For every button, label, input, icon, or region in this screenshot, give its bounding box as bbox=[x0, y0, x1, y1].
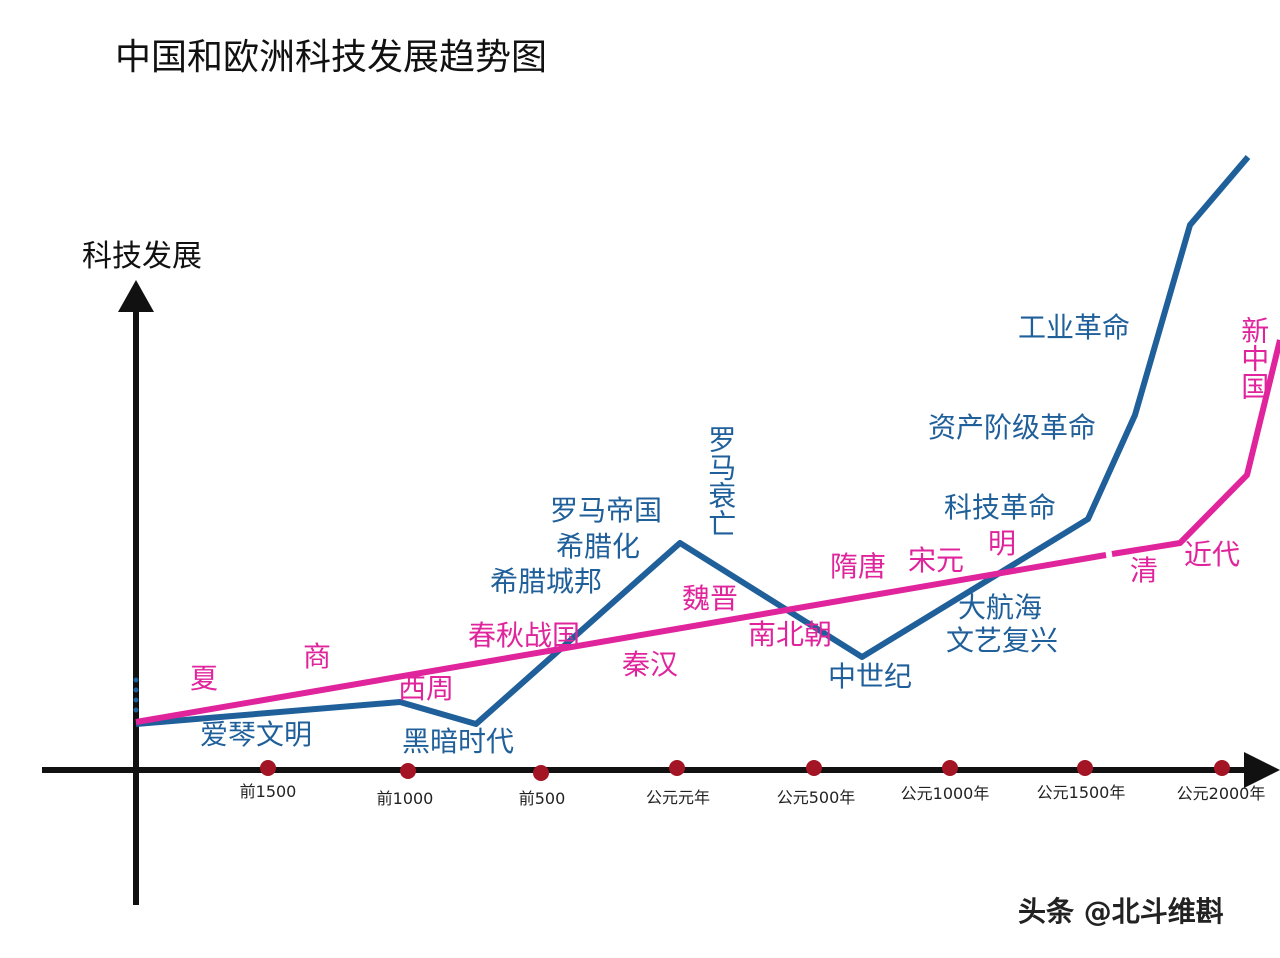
china-label: 明 bbox=[988, 527, 1017, 560]
europe-label: 文艺复兴 bbox=[946, 624, 1059, 657]
china-label: 新中国 bbox=[1237, 316, 1271, 400]
time-label: 公元元年 bbox=[645, 788, 711, 807]
time-label: 公元1500年 bbox=[1036, 783, 1126, 802]
europe-label: 罗马衰亡 bbox=[704, 425, 738, 537]
china-line bbox=[135, 552, 1107, 725]
europe-label: 科技革命 bbox=[944, 491, 1057, 524]
china-label: 西周 bbox=[398, 672, 455, 705]
y-axis-label: 科技发展 bbox=[82, 239, 202, 274]
time-label: 前1500 bbox=[239, 782, 297, 801]
x-arrow bbox=[1244, 752, 1280, 788]
time-label: 前1000 bbox=[376, 789, 434, 808]
europe-line bbox=[135, 155, 1251, 727]
china-label: 春秋战国 bbox=[468, 619, 581, 652]
europe-label: 工业革命 bbox=[1018, 311, 1131, 344]
china-label: 清 bbox=[1130, 554, 1159, 587]
europe-label: 罗马帝国 bbox=[550, 494, 663, 527]
europe-label: 中世纪 bbox=[828, 660, 913, 693]
china-label: 宋元 bbox=[908, 544, 965, 577]
china-line bbox=[1111, 339, 1280, 557]
china-label: 秦汉 bbox=[622, 648, 679, 681]
china-label: 商 bbox=[303, 640, 332, 673]
china-label: 近代 bbox=[1184, 538, 1241, 571]
china-label: 南北朝 bbox=[748, 618, 833, 651]
time-dots bbox=[260, 760, 1230, 781]
europe-label: 大航海 bbox=[958, 591, 1043, 624]
europe-label: 希腊化 bbox=[556, 530, 641, 563]
china-label: 魏晋 bbox=[682, 582, 739, 615]
china-label: 隋唐 bbox=[830, 550, 887, 583]
time-label: 公元2000年 bbox=[1176, 784, 1266, 803]
axis-dots bbox=[133, 677, 139, 713]
europe-label: 资产阶级革命 bbox=[928, 411, 1097, 444]
y-arrow bbox=[118, 280, 154, 312]
europe-label: 黑暗时代 bbox=[402, 725, 515, 758]
europe-label: 希腊城邦 bbox=[490, 565, 603, 598]
watermark: 头条 @北斗维斟 bbox=[1018, 895, 1224, 928]
europe-label: 爱琴文明 bbox=[200, 718, 313, 751]
time-label: 前500 bbox=[518, 789, 566, 808]
china-label: 夏 bbox=[190, 662, 219, 695]
time-label: 公元500年 bbox=[776, 788, 856, 807]
time-label: 公元1000年 bbox=[900, 784, 990, 803]
title: 中国和欧洲科技发展趋势图 bbox=[115, 37, 548, 78]
